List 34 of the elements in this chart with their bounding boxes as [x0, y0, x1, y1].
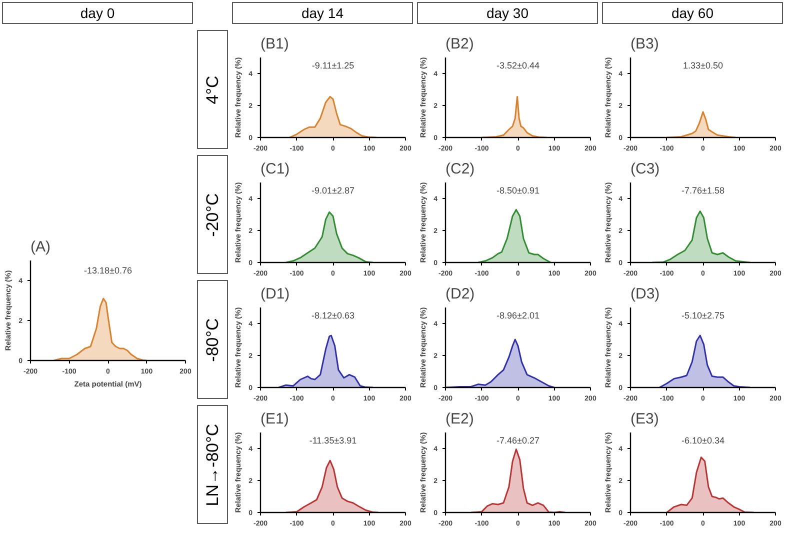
- chart-title: (E3): [630, 410, 659, 428]
- chart-title: (D2): [446, 286, 475, 302]
- chart-title: (E1): [260, 410, 289, 428]
- annotation: -6.10±0.34: [682, 436, 724, 446]
- chart-title: (B2): [446, 36, 474, 52]
- annotation: -7.46±0.27: [496, 436, 540, 446]
- text: 4°C: [201, 75, 222, 104]
- text: LN→-80°C: [201, 423, 222, 506]
- annotation: -8.12±0.63: [312, 310, 354, 320]
- chart-title: (D3): [630, 286, 660, 302]
- text: day 60: [671, 4, 714, 23]
- annotation: -13.18±0.76: [84, 266, 132, 276]
- text: day 14: [301, 4, 344, 23]
- annotation: -8.96±2.01: [496, 310, 540, 320]
- chart-title: (C2): [446, 160, 475, 178]
- text: day 0: [80, 4, 115, 23]
- text: -20°C: [201, 192, 222, 236]
- chart-title: (C1): [260, 160, 290, 178]
- chart-title: (C3): [630, 160, 660, 178]
- chart-title: (E2): [446, 410, 474, 428]
- text: day 30: [486, 4, 529, 23]
- annotation: 1.33±0.50: [683, 60, 723, 70]
- annotation: -8.50±0.91: [496, 186, 540, 196]
- annotation: -11.35±3.91: [309, 436, 357, 446]
- annotation: -9.01±2.87: [312, 186, 354, 196]
- text: -80°C: [201, 318, 222, 362]
- chart-title: (B1): [260, 36, 289, 52]
- annotation: -7.76±1.58: [682, 186, 724, 196]
- chart-title: (D1): [260, 286, 290, 302]
- chart-title: (B3): [630, 36, 659, 52]
- annotation: -5.10±2.75: [682, 310, 724, 320]
- annotation: -3.52±0.44: [496, 60, 540, 70]
- chart-title: (A): [30, 238, 50, 256]
- annotation: -9.11±1.25: [312, 60, 354, 70]
